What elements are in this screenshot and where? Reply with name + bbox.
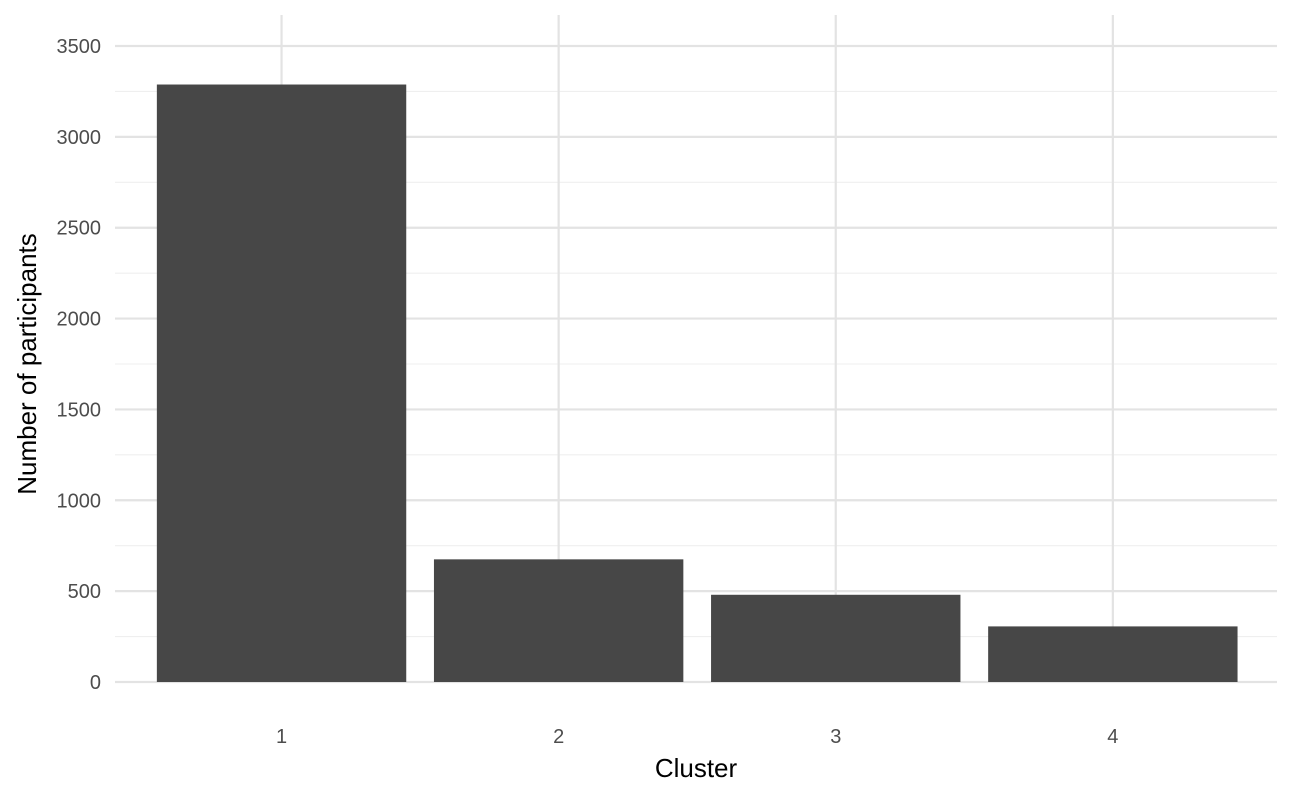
y-tick-label: 2000 <box>57 309 102 331</box>
x-tick-label: 1 <box>276 726 287 748</box>
x-axis-ticks: 1 2 3 4 <box>276 726 1118 748</box>
y-tick-label: 1500 <box>57 399 102 421</box>
bar-cluster-4 <box>988 626 1238 682</box>
bar-cluster-1 <box>156 84 407 682</box>
y-axis-title: Number of participants <box>12 233 42 495</box>
y-tick-label: 500 <box>68 581 101 603</box>
bar-cluster-3 <box>711 594 961 682</box>
y-tick-label: 3000 <box>57 127 102 149</box>
x-tick-label: 4 <box>1107 726 1118 748</box>
bars <box>156 84 1238 682</box>
x-tick-label: 2 <box>553 726 564 748</box>
y-axis-ticks: 0 500 1000 1500 2000 2500 3000 3500 <box>57 36 102 694</box>
bar-cluster-2 <box>433 559 684 682</box>
y-tick-label: 3500 <box>57 36 102 58</box>
y-tick-label: 1000 <box>57 490 102 512</box>
y-tick-label: 0 <box>90 672 101 694</box>
y-tick-label: 2500 <box>57 218 102 240</box>
x-tick-label: 3 <box>830 726 841 748</box>
x-axis-title: Cluster <box>655 753 738 783</box>
